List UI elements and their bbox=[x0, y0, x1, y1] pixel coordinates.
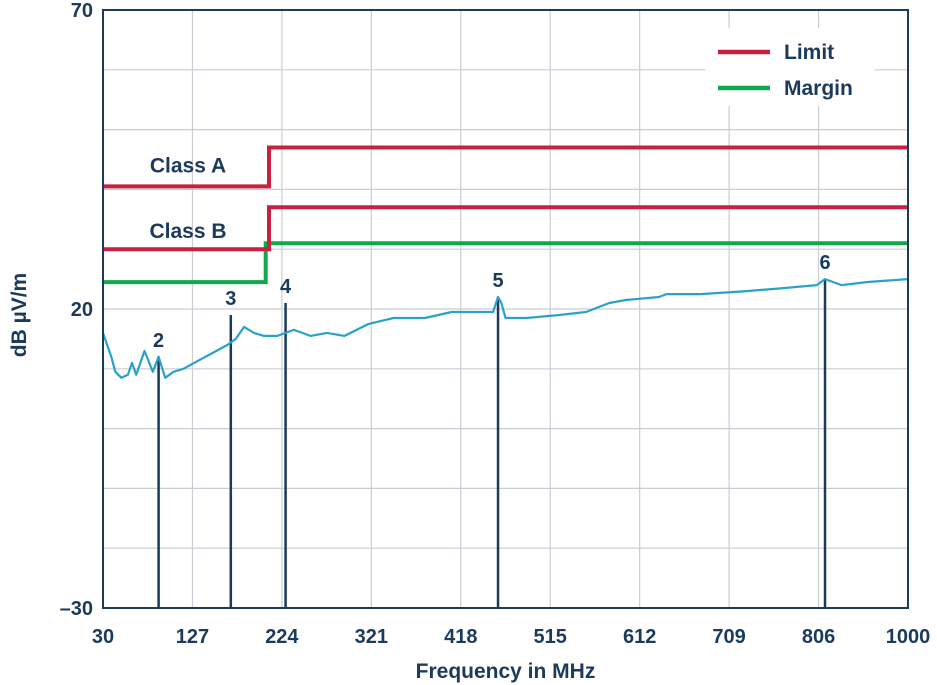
x-tick-label: 30 bbox=[92, 626, 114, 648]
marker-label: 2 bbox=[153, 330, 164, 352]
legend: Limit Margin bbox=[705, 28, 875, 106]
margin-line bbox=[103, 241, 908, 285]
class-a-label: Class A bbox=[150, 154, 226, 177]
x-tick-label: 321 bbox=[355, 626, 388, 648]
limit-line bbox=[103, 205, 908, 252]
tick-labels: 30 127 224 321 418 515 612 709 806 1000 70 20 –30 bbox=[60, 0, 931, 648]
legend-label-limit: Limit bbox=[784, 41, 834, 64]
marker-label: 5 bbox=[492, 270, 503, 292]
x-tick-label: 1000 bbox=[886, 626, 931, 648]
x-tick-label: 806 bbox=[802, 626, 835, 648]
y-axis-title: dB µV/m bbox=[8, 273, 31, 357]
marker-label: 6 bbox=[819, 252, 830, 274]
marker-label: 4 bbox=[280, 276, 292, 298]
x-tick-label: 515 bbox=[534, 626, 567, 648]
legend-label-margin: Margin bbox=[784, 77, 853, 100]
x-tick-label: 709 bbox=[712, 626, 745, 648]
class-b-label: Class B bbox=[149, 220, 226, 243]
annotations: 2 3 4 5 6 Class A Class B bbox=[149, 154, 830, 351]
plot-frame bbox=[102, 9, 909, 609]
x-tick-label: 127 bbox=[176, 626, 209, 648]
y-tick-label: –30 bbox=[60, 598, 93, 620]
series-layer bbox=[101, 145, 909, 379]
x-tick-label: 418 bbox=[444, 626, 477, 648]
marker-label: 3 bbox=[225, 288, 236, 310]
x-tick-label: 612 bbox=[623, 626, 656, 648]
x-tick-label: 224 bbox=[265, 626, 299, 648]
marker-lines bbox=[157, 279, 827, 608]
emission-trace bbox=[101, 278, 909, 379]
limit-line bbox=[103, 145, 908, 189]
y-tick-label: 70 bbox=[71, 0, 93, 22]
y-tick-label: 20 bbox=[71, 299, 93, 321]
x-axis-title: Frequency in MHz bbox=[416, 660, 596, 683]
